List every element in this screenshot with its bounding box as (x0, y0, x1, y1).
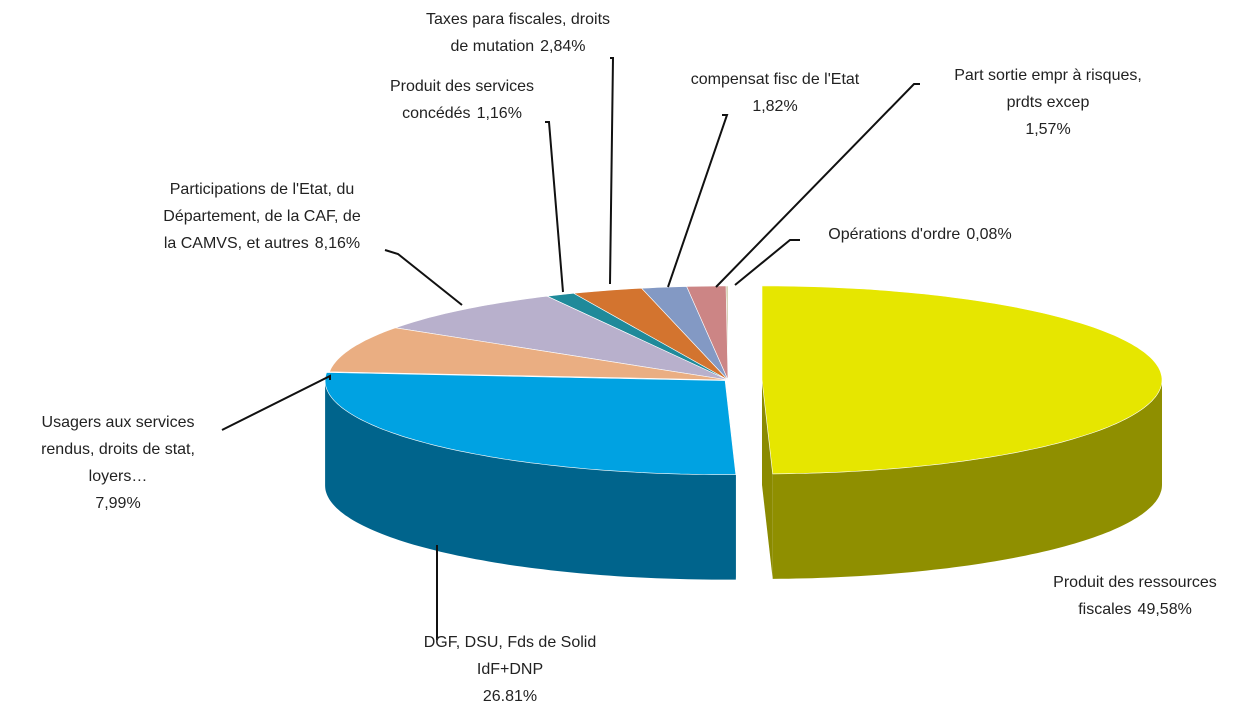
leader-line (609, 57, 615, 285)
label-text: la CAMVS, et autres (164, 235, 309, 252)
label-text: Produit des ressources (1053, 574, 1217, 591)
leader-line (221, 374, 331, 431)
label-text: de mutation (451, 38, 535, 55)
label-text: Usagers aux services (42, 414, 195, 431)
label-text: Opérations d'ordre (828, 226, 960, 243)
slice-label: la CAMVS, et autres 8,16% (164, 235, 360, 252)
slice-label: de mutation 2,84% (451, 38, 586, 55)
label-text: loyers… (89, 468, 148, 485)
value-label: 7,99% (95, 495, 140, 512)
slice-label: IdF+DNP (477, 661, 543, 678)
slice-label: concédés 1,16% (402, 105, 522, 122)
label-text: compensat fisc de l'Etat (691, 71, 860, 88)
slice-label: Participations de l'Etat, du (170, 181, 355, 198)
label-text: Taxes para fiscales, droits (426, 11, 610, 28)
leader-line (715, 83, 920, 288)
value-label: 1,57% (1025, 121, 1070, 138)
slice (572, 287, 729, 381)
label-text: Produit des services (390, 78, 534, 95)
slice-label: Taxes para fiscales, droits (426, 11, 610, 28)
label-text: rendus, droits de stat, (41, 441, 195, 458)
slice-side (772, 379, 1162, 579)
leader-line (545, 121, 564, 293)
slice-label: Produit des ressources (1053, 574, 1217, 591)
slice-label: fiscales 49,58% (1078, 601, 1192, 618)
value-label: 1,16% (477, 105, 522, 122)
slice-label: DGF, DSU, Fds de Solid (424, 634, 597, 651)
slice-label: compensat fisc de l'Etat (691, 71, 860, 88)
slice (395, 295, 729, 381)
label-text: Participations de l'Etat, du (170, 181, 355, 198)
slice (329, 327, 729, 381)
value-label: 26.81% (483, 688, 537, 705)
label-text: Part sortie empr à risques, (954, 67, 1142, 84)
value-label: 8,16% (315, 235, 360, 252)
slice-label: loyers… (89, 468, 148, 485)
slice-label: Produit des services (390, 78, 534, 95)
slice-label: Opérations d'ordre 0,08% (828, 226, 1011, 243)
slice-label: prdts excep (1007, 94, 1090, 111)
label-text: concédés (402, 105, 471, 122)
slice-side (325, 380, 736, 580)
value-label: 1,82% (752, 98, 797, 115)
leader-line (734, 239, 800, 286)
slice-label: Usagers aux services (42, 414, 195, 431)
slice (761, 285, 1163, 475)
value-label: 49,58% (1138, 601, 1192, 618)
slice-face (762, 379, 773, 579)
slice-label: rendus, droits de stat, (41, 441, 195, 458)
slice (324, 372, 737, 475)
value-label: 2,84% (540, 38, 585, 55)
label-text: prdts excep (1007, 94, 1090, 111)
label-text: DGF, DSU, Fds de Solid (424, 634, 597, 651)
slice-label: Département, de la CAF, de (163, 208, 361, 225)
label-text: IdF+DNP (477, 661, 543, 678)
label-text: Département, de la CAF, de (163, 208, 361, 225)
label-text: fiscales (1078, 601, 1131, 618)
leader-line (667, 114, 729, 288)
leader-line (384, 249, 463, 306)
slice-label: Part sortie empr à risques, (954, 67, 1142, 84)
value-label: 0,08% (966, 226, 1011, 243)
